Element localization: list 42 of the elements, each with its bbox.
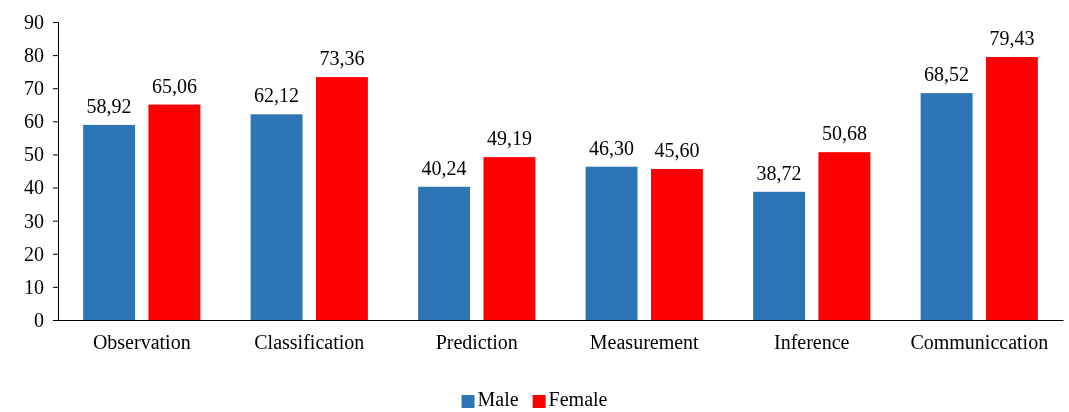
bar	[315, 77, 368, 320]
x-tick-label: Inference	[774, 331, 850, 353]
data-label: 79,43	[989, 27, 1035, 49]
legend-label: Female	[548, 388, 608, 410]
x-tick-label: Measurement	[589, 331, 700, 353]
data-label: 73,36	[319, 47, 365, 70]
data-label: 49,19	[486, 127, 532, 150]
y-tick-label: 80	[24, 44, 44, 67]
y-tick-label: 60	[24, 110, 44, 133]
data-label: 58,92	[86, 94, 132, 117]
x-tick-label: Classification	[254, 331, 365, 353]
y-tick-label: 90	[24, 10, 44, 33]
y-tick-label: 0	[34, 308, 44, 331]
data-label: 50,68	[821, 122, 867, 145]
bar	[83, 124, 136, 320]
y-tick-label: 10	[24, 275, 44, 298]
y-tick-label: 70	[24, 77, 44, 100]
y-tick-label: 50	[24, 143, 44, 166]
bar	[418, 186, 471, 320]
bar	[483, 157, 536, 320]
bar	[650, 169, 703, 320]
bar	[753, 191, 806, 320]
bar	[985, 57, 1038, 320]
bar	[818, 152, 871, 320]
y-tick-label: 40	[24, 176, 44, 199]
data-label: 45,60	[654, 139, 700, 162]
x-tick-label: Prediction	[435, 331, 518, 353]
data-label: 40,24	[421, 156, 467, 179]
bar	[148, 104, 201, 320]
bar	[250, 114, 303, 320]
x-tick-label: Communiccation	[910, 331, 1049, 353]
data-label: 62,12	[254, 84, 300, 107]
y-tick-label: 20	[24, 242, 44, 265]
data-label: 46,30	[589, 136, 635, 159]
y-tick-label: 30	[24, 209, 44, 232]
data-label: 68,52	[924, 63, 970, 86]
bar	[585, 166, 638, 320]
legend-label: Male	[477, 388, 519, 410]
data-label: 65,06	[151, 74, 197, 97]
x-tick-label: Observation	[92, 331, 191, 353]
bar	[920, 93, 973, 320]
data-label: 38,72	[756, 161, 802, 184]
